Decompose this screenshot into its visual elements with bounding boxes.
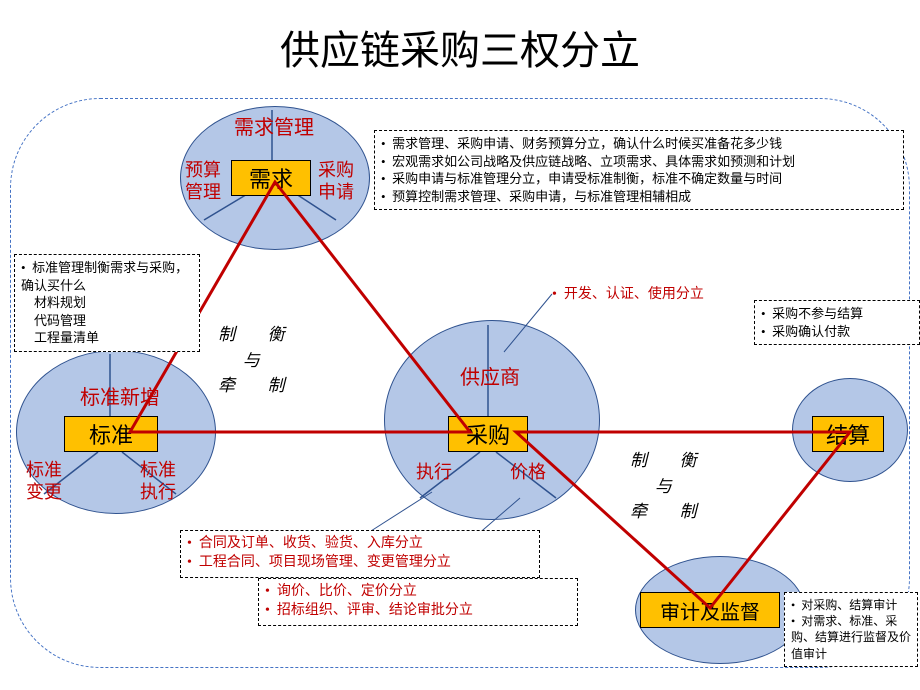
label-purchase-req: 采购 申请 [318,160,354,203]
label-price: 价格 [510,462,546,484]
note-item: 合同及订单、收货、验货、入库分立 [187,535,533,554]
note-item: 对需求、标准、采购、结算进行监督及价值审计 [791,613,911,662]
note-item: 招标组织、评审、结论审批分立 [265,602,571,621]
note-price: 询价、比价、定价分立招标组织、评审、结论审批分立 [258,578,578,626]
note-item: 工程合同、项目现场管理、变更管理分立 [187,554,533,573]
label-exec: 执行 [416,462,452,484]
note-item: 对采购、结算审计 [791,597,911,613]
note-item: 采购不参与结算 [761,305,913,323]
note-item: 材料规划 [21,294,193,312]
note-item: 询价、比价、定价分立 [265,583,571,602]
label-budget-mgmt: 预算 管理 [185,160,221,203]
note-audit: 对采购、结算审计对需求、标准、采购、结算进行监督及价值审计 [784,592,918,667]
label-std-exec: 标准 执行 [140,460,176,503]
label-supplier: 供应商 [460,366,520,390]
note-item: 宏观需求如公司战略及供应链战略、立项需求、具体需求如预测和计划 [381,153,897,171]
note-item: 采购申请与标准管理分立，申请受标准制衡，标准不确定数量与时间 [381,170,897,188]
label-std-change: 标准 变更 [26,460,62,503]
note-item: 需求管理、采购申请、财务预算分立，确认什么时候买准备花多少钱 [381,135,897,153]
note-item: 开发、认证、使用分立 [552,286,704,305]
inner-text-left: 制 衡 与 牵 制 [218,322,293,399]
note-dev: 开发、认证、使用分立 [552,286,704,305]
note-item: 采购确认付款 [761,323,913,341]
note-item: 预算控制需求管理、采购申请，与标准管理相辅相成 [381,188,897,206]
note-item: 标准管理制衡需求与采购，确认买什么 [21,259,193,294]
note-item: 代码管理 [21,312,193,330]
note-settle: 采购不参与结算采购确认付款 [754,300,920,345]
label-std-new: 标准新增 [80,386,160,410]
note-item: 工程量清单 [21,329,193,347]
note-standard: 标准管理制衡需求与采购，确认买什么 材料规划 代码管理 工程量清单 [14,254,200,352]
note-demand: 需求管理、采购申请、财务预算分立，确认什么时候买准备花多少钱宏观需求如公司战略及… [374,130,904,210]
label-demand-mgmt: 需求管理 [234,116,314,140]
note-exec: 合同及订单、收货、验货、入库分立工程合同、项目现场管理、变更管理分立 [180,530,540,578]
inner-text-right: 制 衡 与 牵 制 [630,448,705,525]
